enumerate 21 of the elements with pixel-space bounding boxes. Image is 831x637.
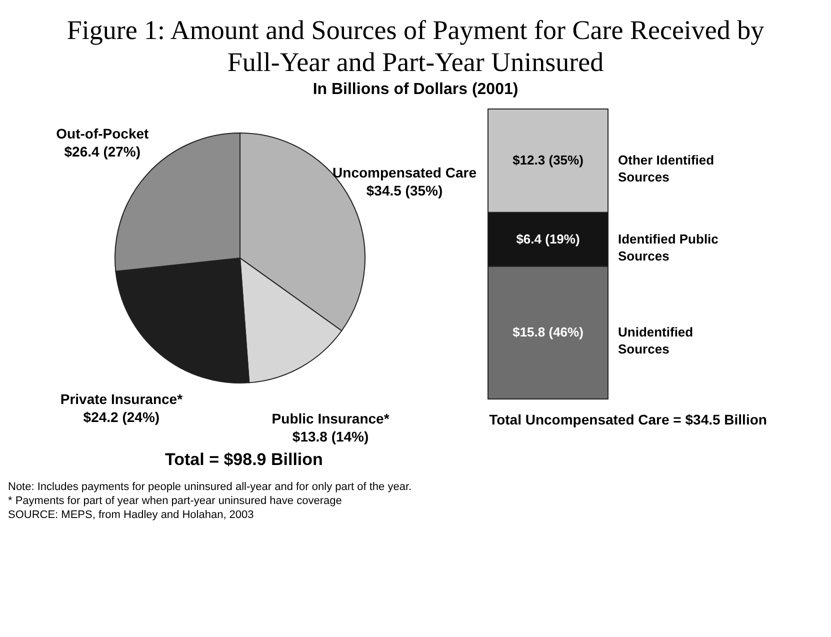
- series-label: Unidentified Sources: [618, 324, 694, 356]
- text: * Payments for part of year when part-year uninsured have coverage: [8, 494, 343, 508]
- series-label: Identified Public Sources: [618, 231, 718, 264]
- slice-label: Uncompensated Care: [332, 164, 477, 180]
- slice-label: Out-of-Pocket: [56, 125, 150, 142]
- text: Total = $98.9 Billion: [165, 450, 324, 470]
- chart-title: Figure 1: Amount and Sources of Payment for Care Received by Full-Year and Part-Year Uninsured: [66, 14, 766, 79]
- chart-subtitle: In Billions of Dollars (2001): [312, 80, 520, 99]
- text: Note: Includes payments for people uninsured all-year and for only part of the year.: [8, 480, 413, 494]
- slice-label: Public Insurance*: [272, 410, 390, 426]
- data-label: $24.2 (24%): [83, 408, 160, 425]
- source-note: SOURCE: MEPS, from Hadley and Holahan, 2003: [8, 508, 255, 523]
- data-label: $15.8 (46%): [512, 324, 584, 340]
- data-label: $13.8 (14%): [292, 428, 369, 444]
- x-axis-title: Total Uncompensated Care = $34.5 Billion: [489, 411, 767, 428]
- slice-label: Private Insurance*: [60, 390, 184, 407]
- data-label: $6.4 (19%): [516, 231, 580, 246]
- data-label: $12.3 (35%): [512, 152, 584, 168]
- data-label: $26.4 (27%): [64, 143, 141, 160]
- series-label: Other Identified Sources: [618, 152, 714, 184]
- data-label: $34.5 (35%): [366, 182, 443, 198]
